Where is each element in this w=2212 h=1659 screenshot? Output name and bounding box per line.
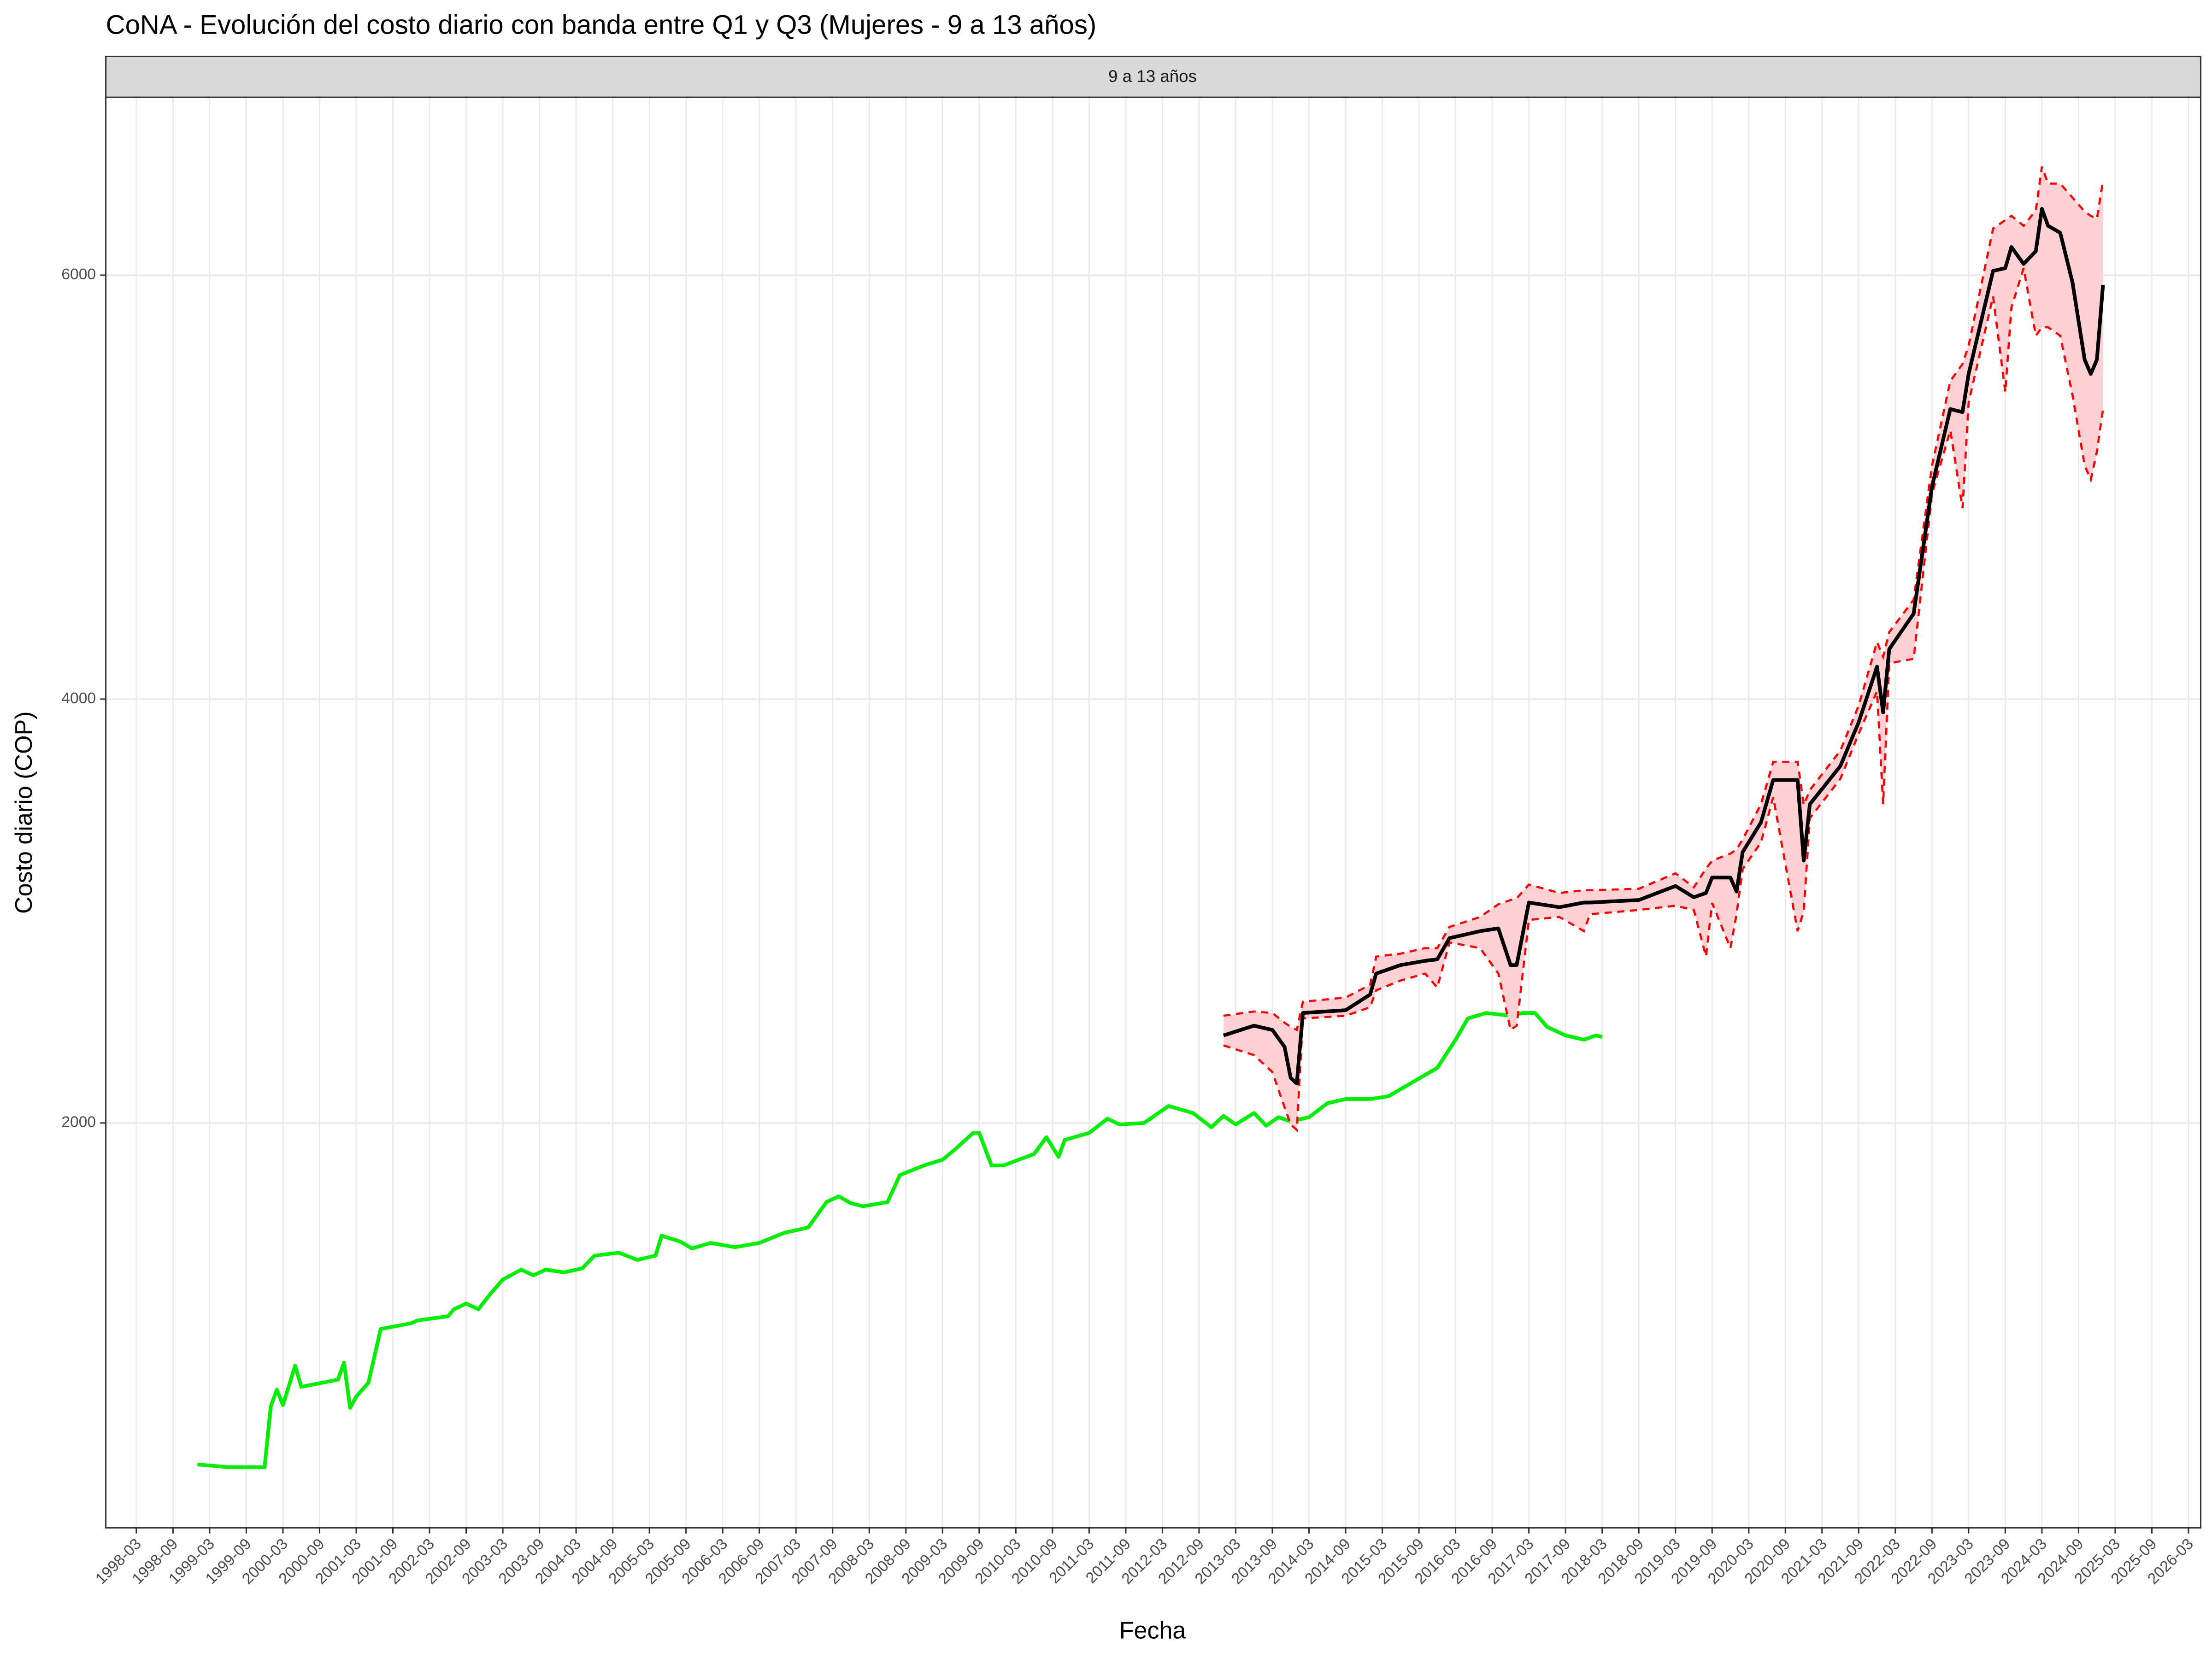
grid: [106, 97, 2201, 1528]
series-line: [197, 1011, 1603, 1469]
panel-border: [105, 96, 2202, 1529]
chart-title: CoNA - Evolución del costo diario con ba…: [106, 10, 1097, 40]
plot-panel: [106, 97, 2201, 1528]
q3-line: [1223, 166, 2104, 1032]
x-axis-title: Fecha: [1119, 1618, 1186, 1644]
y-axis-title: Costo diario (COP): [11, 712, 37, 914]
y-tick-label: 2000: [61, 1114, 96, 1131]
q1-line: [1223, 268, 2104, 1132]
marks: [197, 166, 2105, 1469]
panel-strip: [105, 55, 2202, 98]
series-line: [1223, 207, 2105, 1086]
panel-label: 9 a 13 años: [1108, 67, 1197, 86]
y-tick-label: 4000: [61, 690, 96, 707]
y-tick-label: 6000: [61, 266, 96, 283]
iqr-band: [1223, 166, 2103, 1130]
